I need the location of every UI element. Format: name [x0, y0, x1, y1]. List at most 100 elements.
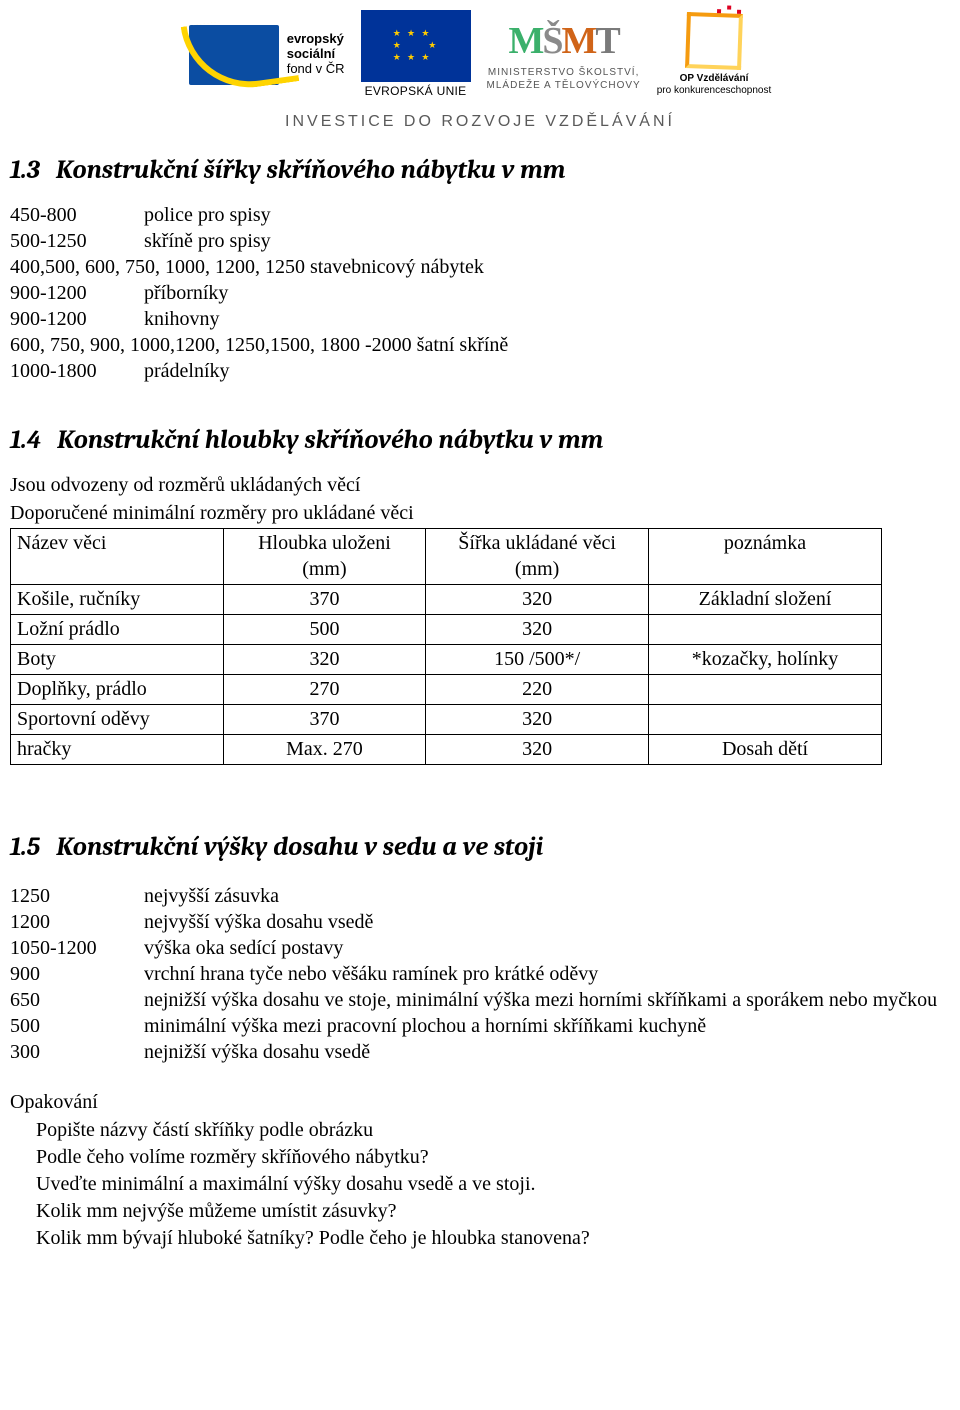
- td-note: *kozačky, holínky: [649, 644, 882, 674]
- opvk-icon: [685, 12, 743, 70]
- kv-key: 300: [10, 1039, 144, 1065]
- opvk-line2: pro konkurenceschopnost: [657, 85, 772, 97]
- kv-row: 650nejnižší výška dosahu ve stoje, minim…: [10, 987, 950, 1013]
- list-item: Kolik mm nejvýše můžeme umístit zásuvky?: [64, 1198, 950, 1225]
- th-note: poznámka: [649, 528, 882, 584]
- kv-key: 900-1200: [10, 306, 144, 332]
- kv-key: 900: [10, 961, 144, 987]
- heading-1-3-num: 1.3: [10, 155, 40, 185]
- td-depth: 270: [223, 674, 426, 704]
- table-header-row: Název věci Hloubka uloženi (mm) Šířka ukl…: [11, 528, 882, 584]
- td-name: Boty: [11, 644, 224, 674]
- eu-label: EVROPSKÁ UNIE: [365, 84, 467, 100]
- review-list: Popište názvy částí skříňky podle obrázk…: [64, 1117, 950, 1252]
- table-row: Boty320150 /500*/*kozačky, holínky: [11, 644, 882, 674]
- table-row: Košile, ručníky370320Základní složení: [11, 584, 882, 614]
- kv-row: 1250nejvyšší zásuvka: [10, 883, 950, 909]
- kv-val: prádelníky: [144, 358, 950, 384]
- kv-key: 650: [10, 987, 144, 1013]
- th-depth-l1: Hloubka uloženi: [258, 532, 391, 554]
- th-name: Název věci: [11, 528, 224, 584]
- td-depth: 500: [223, 614, 426, 644]
- td-name: Košile, ručníky: [11, 584, 224, 614]
- kv-val: minimální výška mezi pracovní plochou a …: [144, 1013, 950, 1039]
- td-name: Sportovní oděvy: [11, 704, 224, 734]
- kv-long: 400,500, 600, 750, 1000, 1200, 1250 stav…: [10, 254, 950, 280]
- kv-val: police pro spisy: [144, 202, 950, 228]
- heading-1-5-num: 1.5: [10, 832, 40, 862]
- th-width: Šířka ukládané věci (mm): [426, 528, 649, 584]
- td-note: [649, 704, 882, 734]
- heading-1-5-title: Konstrukční výšky dosahu v sedu a ve sto…: [56, 832, 543, 862]
- list-item: Kolik mm bývají hluboké šatníky? Podle č…: [64, 1225, 950, 1252]
- msmt-line2: MLÁDEŽE A TĚLOVÝCHOVY: [487, 79, 641, 92]
- list-item-text: Kolik mm bývají hluboké šatníky? Podle č…: [36, 1227, 590, 1249]
- list-item-text: Uveďte minimální a maximální výšky dosah…: [36, 1173, 536, 1195]
- list-item: Popište názvy částí skříňky podle obrázk…: [64, 1117, 950, 1144]
- td-note: [649, 674, 882, 704]
- kv-val: skříně pro spisy: [144, 228, 950, 254]
- kv-val: nejnižší výška dosahu ve stoje, minimáln…: [144, 987, 950, 1013]
- td-width: 320: [426, 734, 649, 764]
- kv-val: nejvyšší zásuvka: [144, 883, 950, 909]
- kv-row: 500minimální výška mezi pracovní plochou…: [10, 1013, 950, 1039]
- th-depth-l2: (mm): [302, 558, 346, 580]
- th-width-l2: (mm): [515, 558, 559, 580]
- eu-funding-header: evropský sociální fond v ČR ★ ★ ★★ ★★ ★ …: [10, 10, 950, 132]
- sec14-table: Název věci Hloubka uloženi (mm) Šířka ukl…: [10, 528, 882, 765]
- review-title: Opakování: [10, 1089, 950, 1115]
- msmt-line1: MINISTERSTVO ŠKOLSTVÍ,: [487, 66, 641, 79]
- eu-logo: ★ ★ ★★ ★★ ★ ★ EVROPSKÁ UNIE: [361, 10, 471, 100]
- kv-key: 900-1200: [10, 280, 144, 306]
- eu-flag-icon: ★ ★ ★★ ★★ ★ ★: [361, 10, 471, 82]
- esf-flag-icon: [189, 25, 279, 85]
- kv-val: nejvyšší výška dosahu vsedě: [144, 909, 950, 935]
- heading-1-3: 1.3 Konstrukční šířky skříňového nábytku …: [10, 154, 950, 188]
- td-note: Základní složení: [649, 584, 882, 614]
- td-width: 320: [426, 614, 649, 644]
- msmt-icon: MŠMT: [509, 17, 619, 66]
- logo-row: evropský sociální fond v ČR ★ ★ ★★ ★★ ★ …: [189, 10, 772, 100]
- kv-row: 300nejnižší výška dosahu vsedě: [10, 1039, 950, 1065]
- list-item: Podle čeho volíme rozměry skříňového náb…: [64, 1144, 950, 1171]
- kv-row: 1050-1200výška oka sedící postavy: [10, 935, 950, 961]
- kv-val: příborníky: [144, 280, 950, 306]
- kv-key: 1200: [10, 909, 144, 935]
- heading-1-4: 1.4Konstrukční hloubky skříňového nábytk…: [10, 424, 950, 458]
- msmt-logo: MŠMT MINISTERSTVO ŠKOLSTVÍ, MLÁDEŽE A TĚ…: [487, 17, 641, 92]
- kv-key: 1000-1800: [10, 358, 144, 384]
- opvk-label: OP Vzdělávání pro konkurenceschopnost: [657, 73, 772, 96]
- table-row: Sportovní oděvy370320: [11, 704, 882, 734]
- td-depth: 320: [223, 644, 426, 674]
- sec14-intro2: Doporučené minimální rozměry pro ukládan…: [10, 500, 950, 526]
- td-note: Dosah dětí: [649, 734, 882, 764]
- opvk-logo: OP Vzdělávání pro konkurenceschopnost: [657, 13, 772, 96]
- kv-row: 450-800police pro spisy: [10, 202, 950, 228]
- header-tagline: INVESTICE DO ROZVOJE VZDĚLÁVÁNÍ: [285, 112, 675, 133]
- th-width-l1: Šířka ukládané věci: [458, 532, 616, 554]
- kv-row: 900-1200příborníky: [10, 280, 950, 306]
- th-depth: Hloubka uloženi (mm): [223, 528, 426, 584]
- heading-1-3-title: Konstrukční šířky skříňového nábytku v m…: [56, 155, 565, 185]
- table-row: Ložní prádlo500320: [11, 614, 882, 644]
- td-width: 220: [426, 674, 649, 704]
- td-name: Doplňky, prádlo: [11, 674, 224, 704]
- list-item: Uveďte minimální a maximální výšky dosah…: [64, 1171, 950, 1198]
- kv-val: nejnižší výška dosahu vsedě: [144, 1039, 950, 1065]
- kv-val: výška oka sedící postavy: [144, 935, 950, 961]
- kv-row: 500-1250skříně pro spisy: [10, 228, 950, 254]
- kv-key: 1050-1200: [10, 935, 144, 961]
- kv-row: 1000-1800prádelníky: [10, 358, 950, 384]
- heading-1-5: 1.5 Konstrukční výšky dosahu v sedu a ve …: [10, 831, 950, 865]
- table-row: hračkyMax. 270320Dosah dětí: [11, 734, 882, 764]
- opvk-line1: OP Vzdělávání: [657, 73, 772, 85]
- esf-line1: evropský: [287, 32, 345, 47]
- list-item-text: Popište názvy částí skříňky podle obrázk…: [36, 1119, 373, 1141]
- td-depth: 370: [223, 584, 426, 614]
- kv-row: 900vrchní hrana tyče nebo věšáku ramínek…: [10, 961, 950, 987]
- kv-row: 1200nejvyšší výška dosahu vsedě: [10, 909, 950, 935]
- kv-key: 1250: [10, 883, 144, 909]
- td-width: 320: [426, 704, 649, 734]
- kv-val: vrchní hrana tyče nebo věšáku ramínek pr…: [144, 961, 950, 987]
- sec13-list: 450-800police pro spisy 500-1250skříně p…: [10, 202, 950, 384]
